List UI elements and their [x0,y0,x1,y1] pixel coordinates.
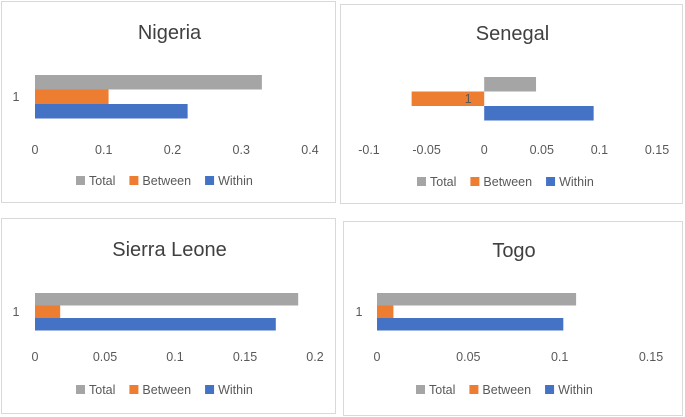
axis-tick-label: 0.1 [551,350,568,364]
legend-swatch-total [416,385,425,394]
legend-label-within: Within [218,383,253,397]
axis-tick-label: -0.1 [358,143,380,157]
bar-total [35,75,262,90]
axis-tick-label: 0.15 [233,350,257,364]
legend-label-between: Between [142,383,191,397]
bar-within [35,318,276,331]
category-label: 1 [13,305,20,319]
bar-within [35,104,188,119]
chart-title: Togo [492,240,535,262]
axis-tick-label: 0 [32,143,39,157]
axis-tick-label: 0.05 [530,143,554,157]
axis-tick-label: 0 [481,143,488,157]
legend-label-between: Between [482,383,531,397]
axis-tick-label: 0.1 [591,143,608,157]
axis-tick-label: 0.3 [233,143,250,157]
legend-label-within: Within [559,175,594,189]
legend-swatch-total [76,176,85,185]
axis-tick-label: 0.2 [164,143,181,157]
bar-within [377,318,564,331]
category-label: 1 [13,90,20,104]
legend-swatch-between [129,176,139,185]
bar-between [377,305,394,318]
legend-swatch-between [470,177,480,186]
chart-svg-sierra-leone: Sierra Leone 1 0 0.05 0.1 0.15 0.2 Total Between… [13,239,324,397]
legend-swatch-between [469,385,479,394]
axis-tick-label: 0 [32,350,39,364]
bar-total [484,77,537,92]
legend-label-between: Between [483,175,532,189]
legend-swatch-within [205,385,215,394]
axis-tick-label: 0.1 [166,350,183,364]
bar-between [35,89,109,104]
chart-svg-senegal: Senegal 1 -0.1 -0.05 0 0.05 0.1 0.15 Total Betwee… [358,23,669,189]
bar-within [484,106,594,121]
chart-title: Nigeria [138,22,202,44]
bar-between [411,91,485,106]
axis-tick-label: -0.05 [412,143,441,157]
legend-label-total: Total [89,174,115,188]
chart-panel-nigeria: Nigeria 1 0 0.1 0.2 0.3 0.4 Total Between Within [1,1,336,203]
category-label: 1 [356,305,363,319]
legend-label-within: Within [218,174,253,188]
axis-tick-label: 0.05 [93,350,117,364]
legend-label-total: Total [429,383,455,397]
chart-svg-nigeria: Nigeria 1 0 0.1 0.2 0.3 0.4 Total Between Within [13,22,319,188]
chart-title: Senegal [476,23,549,45]
legend-label-total: Total [430,175,456,189]
axis-tick-label: 0.4 [301,143,318,157]
category-label: 1 [465,92,472,106]
legend-label-total: Total [89,383,115,397]
chart-panel-sierra-leone: Sierra Leone 1 0 0.05 0.1 0.15 0.2 Total Between… [1,218,336,414]
chart-panel-senegal: Senegal 1 -0.1 -0.05 0 0.05 0.1 0.15 Total Betwee… [340,4,683,204]
legend-label-between: Between [142,174,191,188]
axis-tick-label: 0 [374,350,381,364]
legend-swatch-within [205,176,215,185]
axis-tick-label: 0.2 [306,350,323,364]
legend-swatch-total [417,177,426,186]
legend-swatch-between [129,385,139,394]
legend-swatch-within [546,177,556,186]
axis-tick-label: 0.15 [639,350,663,364]
legend-label-within: Within [558,383,593,397]
chart-svg-togo: Togo 1 0 0.05 0.1 0.15 Total Between Within [356,240,664,397]
axis-tick-label: 0.15 [645,143,669,157]
axis-tick-label: 0.1 [95,143,112,157]
chart-panel-togo: Togo 1 0 0.05 0.1 0.15 Total Between Within [343,221,683,416]
chart-title: Sierra Leone [112,239,227,261]
bar-total [377,293,577,306]
legend-swatch-within [545,385,555,394]
bar-between [35,305,61,318]
bar-total [35,293,299,306]
axis-tick-label: 0.05 [456,350,480,364]
legend-swatch-total [76,385,85,394]
